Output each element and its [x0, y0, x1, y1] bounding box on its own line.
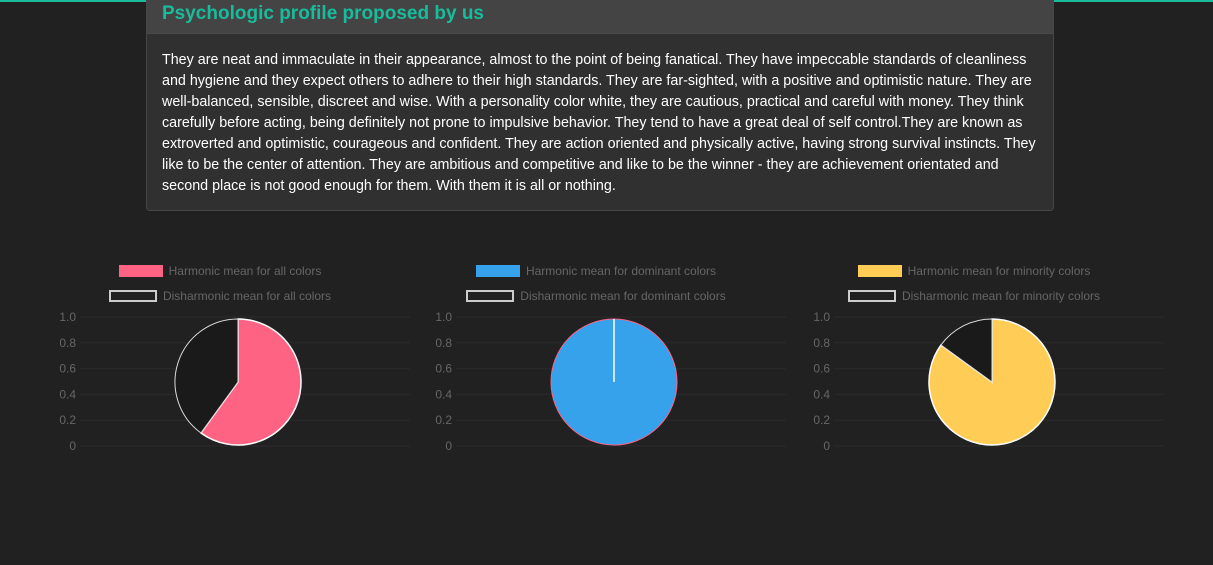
y-tick-label: 0.8	[435, 336, 452, 350]
pie-slice-harmonic[interactable]	[199, 318, 302, 446]
chart-minority-colors: Harmonic mean for minority colors Dishar…	[784, 258, 1164, 458]
legend-swatch-disharmonic	[108, 289, 157, 302]
profile-description: They are neat and immaculate in their ap…	[162, 52, 1036, 194]
chart-svg: 1.0 0.8 0.6 0.4 0.2 0	[59, 310, 410, 453]
legend-swatch-harmonic	[118, 264, 163, 277]
y-tick-label: 0	[445, 439, 452, 453]
legend-swatch-harmonic	[475, 264, 520, 277]
panel-title: Psychologic profile proposed by us	[162, 3, 484, 24]
y-tick-label: 0.6	[813, 362, 830, 376]
y-tick-label: 0.8	[59, 336, 76, 350]
y-tick-label: 1.0	[435, 310, 452, 324]
legend-label-harmonic: Harmonic mean for all colors	[168, 263, 322, 278]
chart-dominant-colors: Harmonic mean for dominant colors Dishar…	[406, 258, 786, 458]
legend-item-disharmonic[interactable]: Disharmonic mean for all colors	[30, 283, 410, 308]
legend-label-disharmonic: Disharmonic mean for all colors	[162, 288, 332, 303]
pie-slice-disharmonic[interactable]	[940, 318, 993, 383]
y-tick-label: 1.0	[59, 310, 76, 324]
legend-item-harmonic[interactable]: Harmonic mean for minority colors	[784, 258, 1164, 283]
profile-panel: Psychologic profile proposed by us They …	[146, 0, 1054, 211]
y-tick-label: 0	[69, 439, 76, 453]
chart-svg: 1.0 0.8 0.6 0.4 0.2 0	[435, 310, 786, 453]
y-tick-label: 0.4	[435, 387, 452, 401]
chart-legend: Harmonic mean for dominant colors Dishar…	[406, 258, 786, 308]
legend-item-disharmonic[interactable]: Disharmonic mean for minority colors	[784, 283, 1164, 308]
legend-label-disharmonic: Disharmonic mean for minority colors	[901, 288, 1101, 303]
y-tick-label: 0.4	[813, 387, 830, 401]
y-tick-label: 0.4	[59, 387, 76, 401]
y-tick-label: 0.2	[435, 413, 452, 427]
legend-item-harmonic[interactable]: Harmonic mean for all colors	[30, 258, 410, 283]
legend-label-harmonic: Harmonic mean for minority colors	[907, 263, 1091, 278]
y-tick-label: 0.6	[59, 362, 76, 376]
legend-label-disharmonic: Disharmonic mean for dominant colors	[520, 288, 726, 303]
y-tick-label: 0	[823, 439, 830, 453]
y-tick-label: 0.6	[435, 362, 452, 376]
y-tick-label: 0.2	[59, 413, 76, 427]
y-tick-label: 0.2	[813, 413, 830, 427]
legend-swatch-disharmonic	[847, 289, 896, 302]
chart-all-colors: Harmonic mean for all colors Disharmonic…	[30, 258, 410, 458]
y-tick-label: 0.8	[813, 336, 830, 350]
y-tick-label: 1.0	[813, 310, 830, 324]
chart-svg: 1.0 0.8 0.6 0.4 0.2 0	[813, 310, 1164, 453]
legend-item-disharmonic[interactable]: Disharmonic mean for dominant colors	[406, 283, 786, 308]
legend-swatch-disharmonic	[466, 289, 515, 302]
legend-label-harmonic: Harmonic mean for dominant colors	[525, 263, 717, 278]
legend-item-harmonic[interactable]: Harmonic mean for dominant colors	[406, 258, 786, 283]
pie-slice-disharmonic[interactable]	[174, 318, 239, 434]
chart-legend: Harmonic mean for minority colors Dishar…	[784, 258, 1164, 308]
chart-legend: Harmonic mean for all colors Disharmonic…	[30, 258, 410, 308]
legend-swatch-harmonic	[857, 264, 902, 277]
panel-heading: Psychologic profile proposed by us	[147, 0, 1053, 34]
